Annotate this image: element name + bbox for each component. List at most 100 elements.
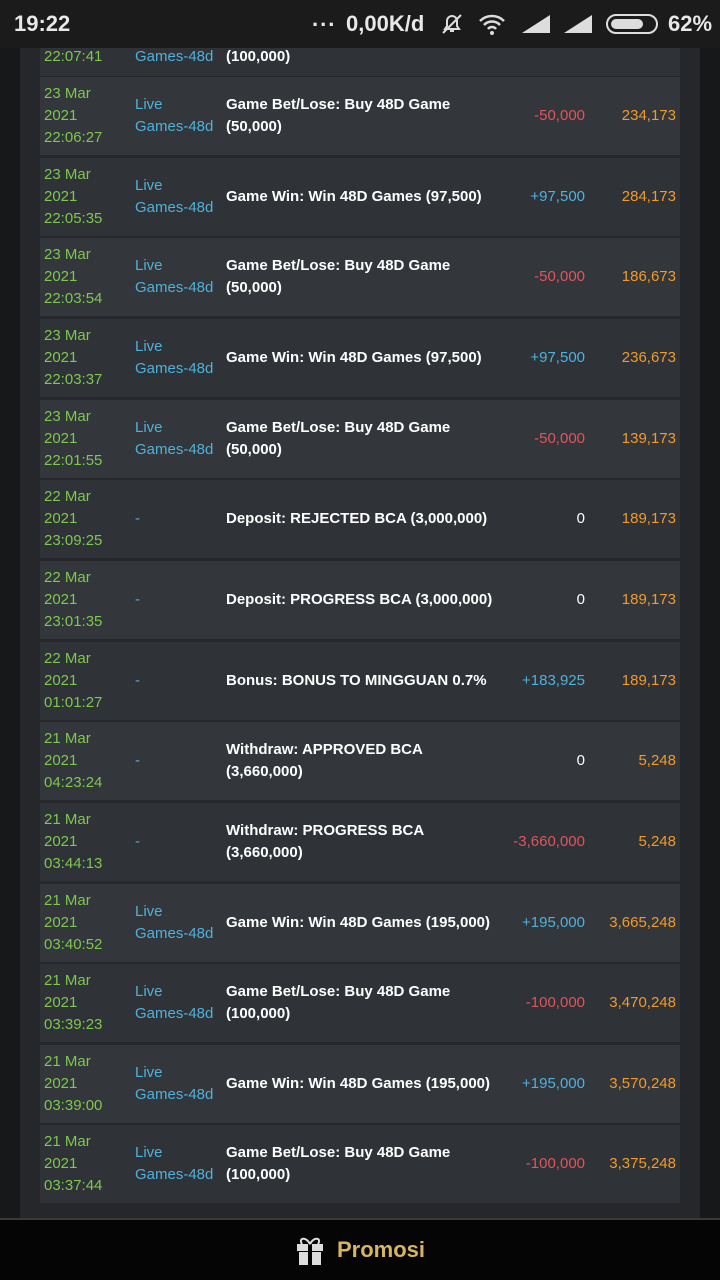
balance: 5,248 [638, 752, 676, 770]
game-line: - [135, 510, 140, 528]
description-cell: Game Bet/Lose: Buy 48D Game (100,000) [226, 964, 450, 1042]
balance-cell: 284,173 [622, 158, 676, 236]
date-line: 23:01:35 [44, 612, 103, 630]
game-cell: Live Games-48d [135, 158, 213, 236]
balance: 3,375,248 [609, 1155, 676, 1173]
balance-cell: 139,173 [622, 400, 676, 478]
date-cell: 23 Mar 2021 22:03:37 [44, 319, 102, 397]
description-line: Game Bet/Lose: Buy 48D Game [226, 1144, 451, 1162]
date-line: 2021 [44, 429, 78, 447]
amount: 0 [576, 590, 585, 608]
description-line: (3,660,000) [226, 763, 303, 781]
transaction-row: 23 Mar 2021 22:06:27 Live Games-48d Game Bet/… [40, 77, 680, 157]
balance-cell: 189,173 [622, 561, 676, 639]
game-line: Games-48d [135, 1005, 214, 1023]
game-line: Live [135, 902, 163, 920]
amount-cell: 0 [577, 561, 585, 639]
amount-cell: -100,000 [526, 1125, 585, 1203]
date-line: 22 Mar [44, 649, 91, 667]
description-line: Game Bet/Lose: Buy 48D Game [226, 257, 451, 275]
game-line: Games-48d [135, 1085, 214, 1103]
game-cell: Live Games-48d [135, 964, 213, 1042]
amount-cell: -50,000 [534, 400, 585, 478]
amount: -50,000 [534, 268, 585, 286]
balance: 189,173 [621, 671, 676, 689]
transaction-row: 23 Mar 2021 22:03:37 Live Games-48d Game Win:… [40, 318, 680, 399]
description-line: Withdraw: APPROVED BCA [226, 741, 423, 759]
date-line: 01:01:27 [44, 693, 103, 711]
date-line: 23:09:25 [44, 532, 103, 550]
signal-icon [522, 15, 550, 33]
game-cell: Live Games-48d [135, 884, 213, 962]
description-line: (50,000) [226, 440, 282, 458]
date-line: 21 Mar [44, 730, 91, 748]
transaction-row: 22 Mar 2021 23:01:35 - Deposit: PROGRESS BCA… [40, 560, 680, 641]
date-line: 21 Mar [44, 1052, 91, 1070]
description-cell: Game Win: Win 48D Games (195,000) [226, 884, 490, 962]
amount: -50,000 [534, 107, 585, 124]
date-cell: 23 Mar 2021 22:05:35 [44, 158, 102, 236]
game-cell: Live Games-48d [135, 400, 213, 478]
date-cell: 21 Mar 2021 03:39:00 [44, 1045, 102, 1123]
promo-label[interactable]: Promosi [336, 1237, 426, 1262]
description-line: Deposit: REJECTED BCA (3,000,000) [226, 510, 488, 528]
date-line: 21 Mar [44, 972, 91, 990]
amount: 0 [576, 510, 585, 528]
balance-cell: 3,665,248 [609, 884, 676, 962]
date-line: 23 Mar [44, 246, 91, 264]
bottom-bar[interactable]: Promosi [0, 1218, 720, 1280]
balance-cell: 5,248 [638, 722, 676, 800]
game-line: Games-48d [135, 279, 214, 297]
date-cell: 23 Mar 2021 22:01:55 [44, 400, 102, 478]
balance-cell: 5,248 [638, 803, 676, 881]
balance: 5,248 [638, 832, 676, 850]
game-line: - [135, 590, 140, 608]
amount: -100,000 [525, 1155, 585, 1173]
amount-cell: -50,000 [534, 238, 585, 316]
description-line: Game Win: Win 48D Games (97,500) [226, 187, 482, 205]
game-line: Live [135, 983, 163, 1001]
amount-cell: +97,500 [530, 319, 585, 397]
description-line: Bonus: BONUS TO MINGGUAN 0.7% [226, 671, 487, 689]
game-cell: Live Games-48d [135, 238, 213, 316]
date-cell: 22 Mar 2021 23:09:25 [44, 480, 102, 558]
game-cell: - [135, 480, 140, 558]
date-line: 03:39:00 [44, 1096, 103, 1114]
description-cell: Withdraw: PROGRESS BCA (3,660,000) [226, 803, 424, 881]
amount: +97,500 [530, 348, 585, 366]
date-line: 21 Mar [44, 1133, 91, 1151]
date-cell: 21 Mar 2021 03:40:52 [44, 884, 102, 962]
description-line: Game Bet/Lose: Buy 48D Game [226, 418, 451, 436]
date-line: 03:37:44 [44, 1177, 103, 1195]
signal-icon [564, 15, 592, 33]
game-line: Live [135, 1063, 163, 1081]
date-line: 2021 [44, 752, 78, 770]
balance-cell: 234,173 [622, 77, 676, 155]
date-line: 23 Mar [44, 407, 91, 425]
balance: 189,173 [621, 590, 676, 608]
description-cell: Game Bet/Lose: Buy 48D Game (50,000) [226, 77, 450, 155]
description-line: (3,660,000) [226, 843, 303, 861]
description-cell: Bonus: BONUS TO MINGGUAN 0.7% [226, 642, 487, 720]
description-line: Game Win: Win 48D Games (97,500) [226, 348, 482, 366]
date-line: 03:39:23 [44, 1016, 103, 1034]
amount: -50,000 [534, 429, 585, 447]
description-line: Withdraw: PROGRESS BCA [226, 821, 425, 839]
amount-cell: +195,000 [522, 884, 585, 962]
date-line: 2021 [44, 107, 78, 124]
game-line: Games-48d [135, 359, 214, 377]
balance: 3,470,248 [609, 994, 676, 1012]
battery-level: 62% [668, 11, 713, 36]
description-cell: Deposit: PROGRESS BCA (3,000,000) [226, 561, 492, 639]
description-line: (50,000) [226, 279, 282, 297]
amount: -100,000 [525, 994, 585, 1012]
amount-cell: 0 [577, 480, 585, 558]
description-cell: Game Bet/Lose: Buy 48D Game (50,000) [226, 238, 450, 316]
game-line: Live [135, 337, 163, 355]
game-line: Games-48d [135, 118, 214, 135]
game-line: Live [135, 176, 163, 194]
date-line: 2021 [44, 671, 78, 689]
date-line: 2021 [44, 1074, 78, 1092]
gift-icon [296, 1237, 323, 1265]
description-line: (50,000) [226, 118, 282, 135]
